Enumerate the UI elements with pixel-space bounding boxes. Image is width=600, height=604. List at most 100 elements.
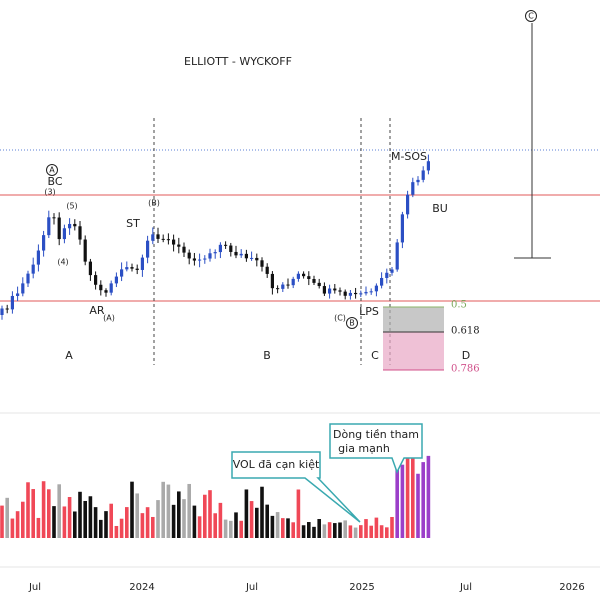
volume-bar [52, 506, 56, 538]
volume-bar [130, 481, 134, 538]
volume-bar [0, 505, 4, 538]
phase-label: A [65, 349, 73, 362]
volume-bar [47, 489, 51, 538]
volume-bar [255, 507, 259, 538]
candle [0, 308, 4, 315]
candle [265, 266, 269, 274]
candle [317, 282, 321, 287]
callout-text: Dòng tiền tham [333, 428, 419, 441]
volume-bar [275, 512, 280, 538]
volume-bar [203, 494, 207, 538]
candle [229, 245, 233, 252]
volume-bar [151, 516, 155, 538]
callout-text: VOL đã cạn kiệt [233, 458, 320, 471]
volume-bar [385, 527, 389, 538]
volume-bar [307, 522, 311, 538]
volume-bar [218, 502, 223, 538]
candle [73, 223, 77, 227]
candle [166, 239, 170, 241]
volume-bar [88, 496, 93, 538]
volume-bar [114, 525, 119, 538]
candle [5, 308, 9, 310]
candle [198, 259, 202, 261]
candle [333, 288, 337, 291]
volume-bar [281, 518, 285, 538]
x-tick-label: Jul [28, 582, 41, 593]
candle [68, 223, 72, 229]
candle [135, 268, 139, 270]
volume-bar [26, 482, 30, 538]
candle [416, 179, 420, 183]
candle [151, 234, 155, 241]
volume-bar [312, 526, 316, 538]
candle [380, 277, 384, 286]
volume-bar [223, 519, 228, 538]
candle [57, 217, 61, 240]
candle [354, 292, 358, 295]
candle [281, 284, 285, 289]
candle [411, 182, 415, 195]
volume-bar [67, 497, 72, 538]
candle [47, 217, 51, 236]
candle [338, 290, 342, 292]
candle [156, 234, 160, 239]
fib-label: 0.5 [451, 300, 467, 311]
fib-label: 0.618 [451, 326, 480, 337]
fib-zone [383, 307, 444, 332]
volume-bar [57, 484, 61, 538]
phase-label: B [263, 349, 271, 362]
wave-label: LPS [359, 305, 379, 318]
candle [114, 276, 118, 284]
x-tick-label: 2024 [129, 582, 154, 593]
candle [99, 284, 103, 291]
candle [187, 252, 191, 259]
wave-label: BC [47, 175, 62, 188]
volume-bar [229, 520, 233, 538]
volume-bar [83, 500, 87, 538]
volume-bar [182, 499, 186, 538]
volume-bar [270, 515, 275, 538]
wave-label: C [528, 12, 534, 21]
wave-circle [346, 317, 358, 329]
candle [83, 239, 87, 262]
candle [16, 293, 20, 296]
candle [94, 275, 98, 285]
wave-label: (3) [44, 188, 55, 197]
volume-bar [239, 520, 243, 538]
candle [307, 276, 311, 279]
volume-bar [249, 501, 254, 538]
candle [359, 293, 363, 295]
candle [322, 286, 326, 294]
volume-bar [140, 513, 145, 538]
volume-bar [5, 497, 9, 538]
candle [208, 253, 212, 259]
candle [62, 228, 66, 240]
phase-label: C [371, 349, 379, 362]
volume-bar [161, 481, 165, 538]
candle [172, 239, 176, 245]
candle [369, 291, 373, 293]
candle [104, 290, 108, 293]
candle [390, 269, 394, 273]
volume-bar [135, 493, 139, 538]
volume-bar [395, 467, 399, 538]
candle [88, 261, 92, 276]
wave-label: (B) [148, 199, 160, 208]
volume-bar [166, 484, 171, 538]
candle [52, 217, 56, 219]
candle [395, 242, 399, 270]
candle [10, 295, 14, 310]
wave-label: B [349, 319, 355, 328]
volume-bar [400, 464, 405, 538]
x-tick-label: Jul [245, 582, 258, 593]
volume-bar [265, 504, 269, 538]
candle [312, 278, 316, 283]
volume-bar [390, 516, 394, 538]
volume-bar [156, 500, 160, 538]
candle [26, 273, 30, 284]
candle [21, 283, 25, 294]
candle [146, 240, 150, 258]
candle [234, 251, 238, 256]
candle [385, 272, 389, 278]
